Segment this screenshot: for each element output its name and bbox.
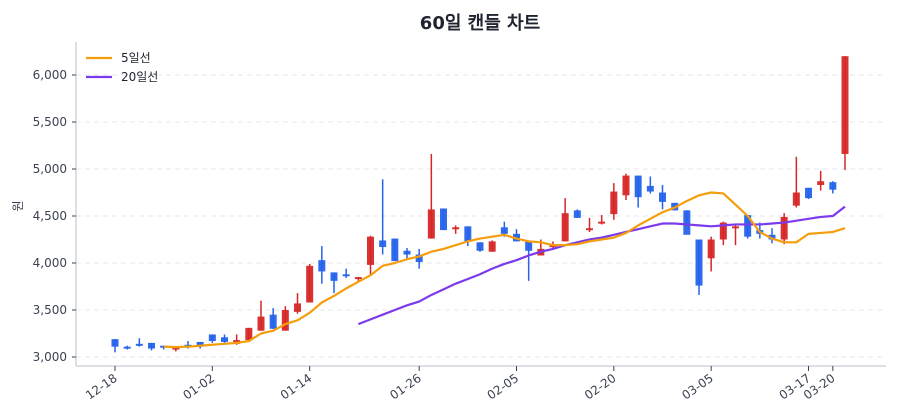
candle xyxy=(208,334,216,343)
y-axis-label: 원 xyxy=(11,200,25,211)
x-tick-label: 01-02 xyxy=(180,371,217,402)
legend-ma5-label: 5일선 xyxy=(121,51,151,65)
candle xyxy=(768,228,776,244)
candle xyxy=(281,306,289,331)
candle xyxy=(683,210,691,235)
x-tick-label: 01-26 xyxy=(387,371,424,402)
candle xyxy=(634,175,642,208)
candle xyxy=(573,209,581,218)
candles xyxy=(111,56,849,353)
candle xyxy=(841,56,849,170)
y-tick-label: 3,500 xyxy=(33,303,67,317)
candle xyxy=(257,300,265,331)
candle xyxy=(586,217,593,232)
candle xyxy=(695,239,703,295)
candle xyxy=(379,179,387,255)
candle xyxy=(488,240,496,252)
y-tick-label: 5,000 xyxy=(33,162,67,176)
candle xyxy=(306,263,314,303)
candle xyxy=(330,272,338,294)
ma20-line xyxy=(357,205,846,326)
candle xyxy=(646,176,654,194)
chart-title: 60일 캔들 차트 xyxy=(420,13,540,34)
candle xyxy=(476,242,484,252)
candle xyxy=(318,246,326,284)
y-tick-label: 5,500 xyxy=(33,115,67,129)
candle xyxy=(659,184,666,210)
x-axis-ticks: 12-18 01-02 01-14 01-26 02-05 02-20 03-05 03-17… xyxy=(83,366,838,402)
x-tick-label: 03-05 xyxy=(679,371,716,402)
candle xyxy=(342,268,350,279)
candle xyxy=(610,183,618,220)
candle xyxy=(805,187,812,200)
candle xyxy=(269,308,277,329)
candle xyxy=(135,338,143,347)
candle xyxy=(452,225,460,234)
candle xyxy=(464,226,472,247)
ma5-line xyxy=(163,191,846,349)
x-tick-label: 02-20 xyxy=(582,371,619,402)
candle xyxy=(561,198,569,242)
y-tick-label: 6,000 xyxy=(33,68,67,82)
candle xyxy=(829,181,837,194)
candle xyxy=(148,342,155,351)
x-tick-label: 01-14 xyxy=(278,371,315,402)
legend-ma20-label: 20일선 xyxy=(121,70,158,84)
candle xyxy=(111,339,119,353)
candle xyxy=(415,248,423,269)
y-tick-label: 4,500 xyxy=(33,209,67,223)
x-tick-label: 12-18 xyxy=(83,371,120,402)
candle xyxy=(732,225,739,246)
candle xyxy=(245,327,253,342)
candle xyxy=(792,156,800,208)
candle xyxy=(367,235,374,275)
x-tick-label: 02-05 xyxy=(485,371,522,402)
candle xyxy=(440,208,447,231)
candle xyxy=(403,247,411,260)
candle xyxy=(780,213,788,245)
grid-lines xyxy=(76,74,886,358)
candle xyxy=(294,293,301,314)
y-tick-label: 3,000 xyxy=(33,350,67,364)
candle xyxy=(525,241,533,281)
candle xyxy=(123,345,131,350)
axes xyxy=(75,42,886,367)
y-tick-label: 4,000 xyxy=(33,256,67,270)
candle xyxy=(427,153,435,239)
candle xyxy=(744,215,752,239)
candle xyxy=(598,215,606,225)
candle xyxy=(817,170,825,191)
legend: 5일선 20일선 xyxy=(86,51,158,84)
candle xyxy=(622,173,630,201)
candle xyxy=(391,238,399,262)
y-axis-ticks: 3,000 3,500 4,000 4,500 5,000 5,500 6,000 xyxy=(33,68,76,364)
candle xyxy=(707,236,715,272)
